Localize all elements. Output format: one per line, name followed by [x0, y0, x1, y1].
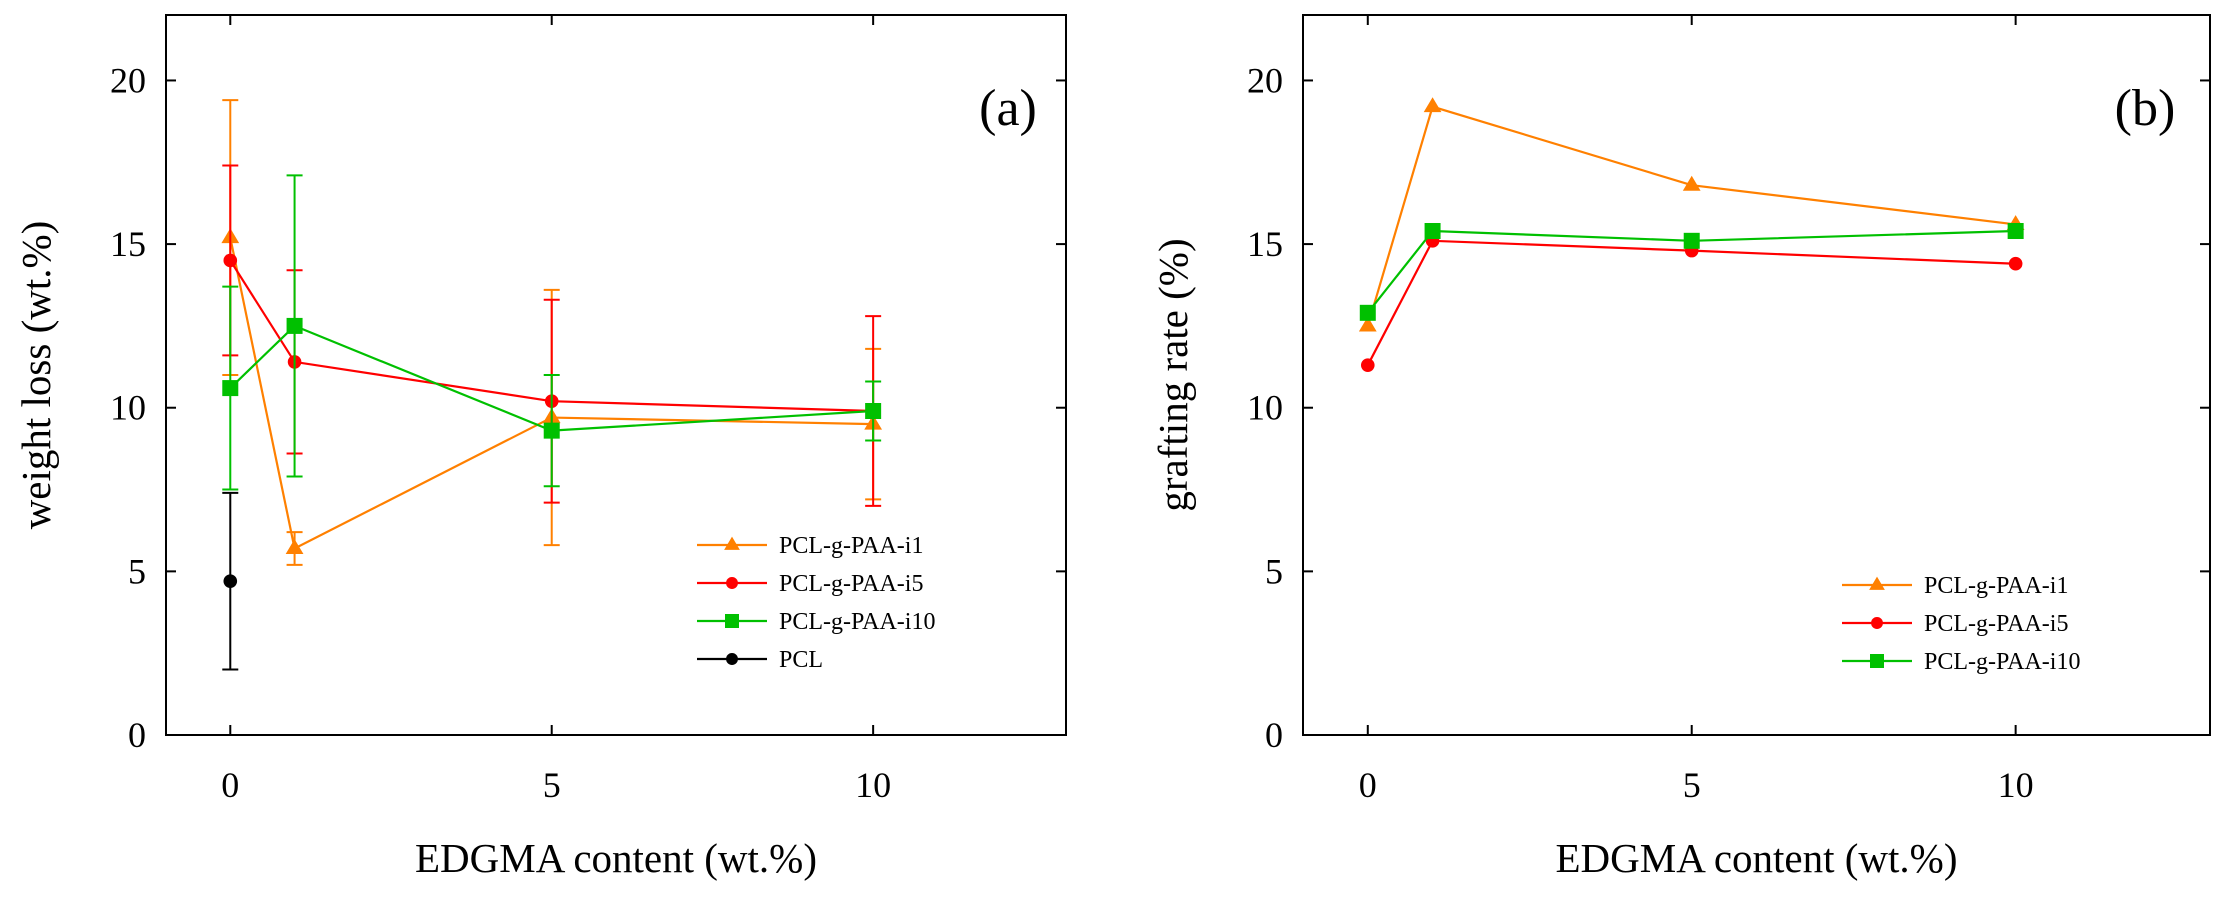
series-pcl-g-paa-i1: [1358, 97, 2025, 332]
data-point: [1359, 304, 1376, 321]
y-axis-label: weight loss (wt.%): [13, 221, 59, 530]
data-point: [223, 574, 238, 588]
x-tick-label: 5: [1683, 765, 1701, 805]
data-point: [222, 380, 239, 397]
y-tick-label: 10: [1247, 388, 1283, 428]
data-point: [1683, 232, 1700, 249]
legend-label: PCL-g-PAA-i5: [779, 571, 923, 597]
plot-frame: [165, 14, 1067, 736]
y-tick-label: 20: [110, 60, 146, 100]
y-tick-label: 5: [1265, 551, 1283, 591]
series-line: [1366, 239, 2016, 366]
y-axis-label: grafting rate (%): [1150, 238, 1196, 511]
y-tick-label: 5: [128, 551, 146, 591]
data-point: [286, 317, 303, 334]
plot-frame: [1302, 14, 2211, 736]
x-axis-label: EDGMA content (wt.%): [1556, 835, 1958, 881]
series-line: [229, 324, 874, 432]
legend-marker: [726, 577, 738, 589]
legend-label: PCL-g-PAA-i10: [1924, 649, 2080, 675]
x-tick-label: 0: [1359, 765, 1377, 805]
legend-marker: [726, 653, 738, 665]
data-point: [1358, 316, 1377, 332]
legend-label: PCL-g-PAA-i1: [1924, 573, 2068, 599]
x-axis-label: EDGMA content (wt.%): [415, 835, 817, 881]
data-point: [865, 403, 882, 419]
y-tick-label: 15: [110, 224, 146, 264]
legend-marker: [1870, 654, 1884, 668]
x-tick-label: 10: [1998, 765, 2034, 805]
data-point: [1360, 358, 1375, 372]
legend-label: PCL-g-PAA-i1: [779, 533, 923, 559]
y-tick-label: 15: [1247, 224, 1283, 264]
panel-label: (a): [979, 80, 1037, 137]
y-tick-label: 0: [1265, 715, 1283, 755]
legend-marker: [1869, 576, 1885, 590]
series-pcl-g-paa-i10: [222, 174, 882, 491]
data-point: [223, 253, 238, 268]
series-pcl: [222, 491, 239, 671]
x-tick-label: 10: [855, 765, 891, 805]
x-tick-label: 0: [221, 765, 239, 805]
data-point: [2007, 223, 2024, 239]
data-point: [1682, 175, 1701, 191]
data-point: [543, 422, 560, 439]
series-line: [229, 259, 874, 413]
chart-b: 0 5 10 15 20 0 5 10 EDGMA content (wt.%) grafting…: [1150, 14, 2211, 881]
x-tick-label: 5: [543, 765, 561, 805]
legend: PCL-g-PAA-i1 PCL-g-PAA-i5 PCL-g-PAA-i10 PCL: [697, 533, 935, 673]
data-point: [2008, 256, 2023, 271]
legend-label: PCL: [779, 647, 823, 673]
panel-label: (b): [2115, 80, 2176, 137]
legend: PCL-g-PAA-i1 PCL-g-PAA-i5 PCL-g-PAA-i10: [1842, 573, 2080, 675]
y-tick-label: 10: [110, 388, 146, 428]
series-line: [1366, 105, 2016, 327]
y-tick-label: 0: [128, 715, 146, 755]
legend-label: PCL-g-PAA-i5: [1924, 611, 2068, 637]
series-pcl-g-paa-i10: [1359, 223, 2024, 321]
series-line: [1366, 229, 2016, 314]
chart-a: 0 5 10 15 20 0 5 10 EDGMA content (wt.%) weight l…: [13, 14, 1067, 881]
legend-marker: [724, 536, 740, 550]
legend-label: PCL-g-PAA-i10: [779, 609, 935, 635]
data-point: [1423, 97, 1442, 113]
data-point: [1424, 223, 1441, 239]
legend-marker: [1871, 617, 1883, 629]
series-pcl-g-paa-i5: [1360, 234, 2023, 372]
legend-marker: [725, 614, 739, 628]
y-tick-label: 20: [1247, 60, 1283, 100]
data-point: [285, 539, 304, 554]
